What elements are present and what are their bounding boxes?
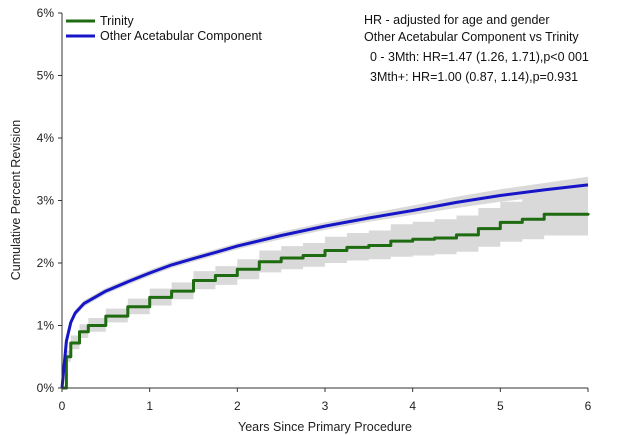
x-ticks: 0 1 2 3 4 5 6	[59, 388, 592, 413]
hr-annotation: HR - adjusted for age and gender Other A…	[364, 13, 589, 84]
annotation-line-2: Other Acetabular Component vs Trinity	[364, 30, 579, 44]
y-tick-label-1: 1%	[37, 319, 55, 333]
confidence-bands	[62, 176, 588, 388]
y-ticks: 0% 1% 2% 3% 4% 5% 6%	[37, 6, 62, 395]
y-tick-label-0: 0%	[37, 381, 55, 395]
y-tick-label-4: 4%	[37, 131, 55, 145]
y-tick-label-3: 3%	[37, 194, 55, 208]
x-axis-title: Years Since Primary Procedure	[238, 420, 412, 434]
y-tick-label-6: 6%	[37, 6, 55, 20]
x-tick-label-1: 1	[146, 399, 153, 413]
annotation-line-3: 0 - 3Mth: HR=1.47 (1.26, 1.71),p<0 001	[370, 50, 589, 64]
x-tick-label-5: 5	[497, 399, 504, 413]
x-tick-label-0: 0	[59, 399, 66, 413]
series-line-0	[62, 212, 590, 390]
legend-label-trinity: Trinity	[100, 14, 134, 28]
y-tick-label-2: 2%	[37, 256, 55, 270]
y-axis-title: Cumulative Percent Revision	[9, 120, 23, 281]
x-tick-label-6: 6	[585, 399, 592, 413]
x-tick-label-2: 2	[234, 399, 241, 413]
ci-band-series-0	[62, 188, 588, 388]
series-line-1	[60, 183, 589, 389]
series-lines	[60, 183, 590, 390]
x-tick-label-3: 3	[322, 399, 329, 413]
legend-label-other: Other Acetabular Component	[100, 29, 262, 43]
annotation-line-4: 3Mth+: HR=1.00 (0.87, 1.14),p=0.931	[370, 70, 578, 84]
annotation-line-1: HR - adjusted for age and gender	[364, 13, 550, 27]
y-tick-label-5: 5%	[37, 69, 55, 83]
legend: Trinity Other Acetabular Component	[66, 14, 262, 43]
x-tick-label-4: 4	[409, 399, 416, 413]
